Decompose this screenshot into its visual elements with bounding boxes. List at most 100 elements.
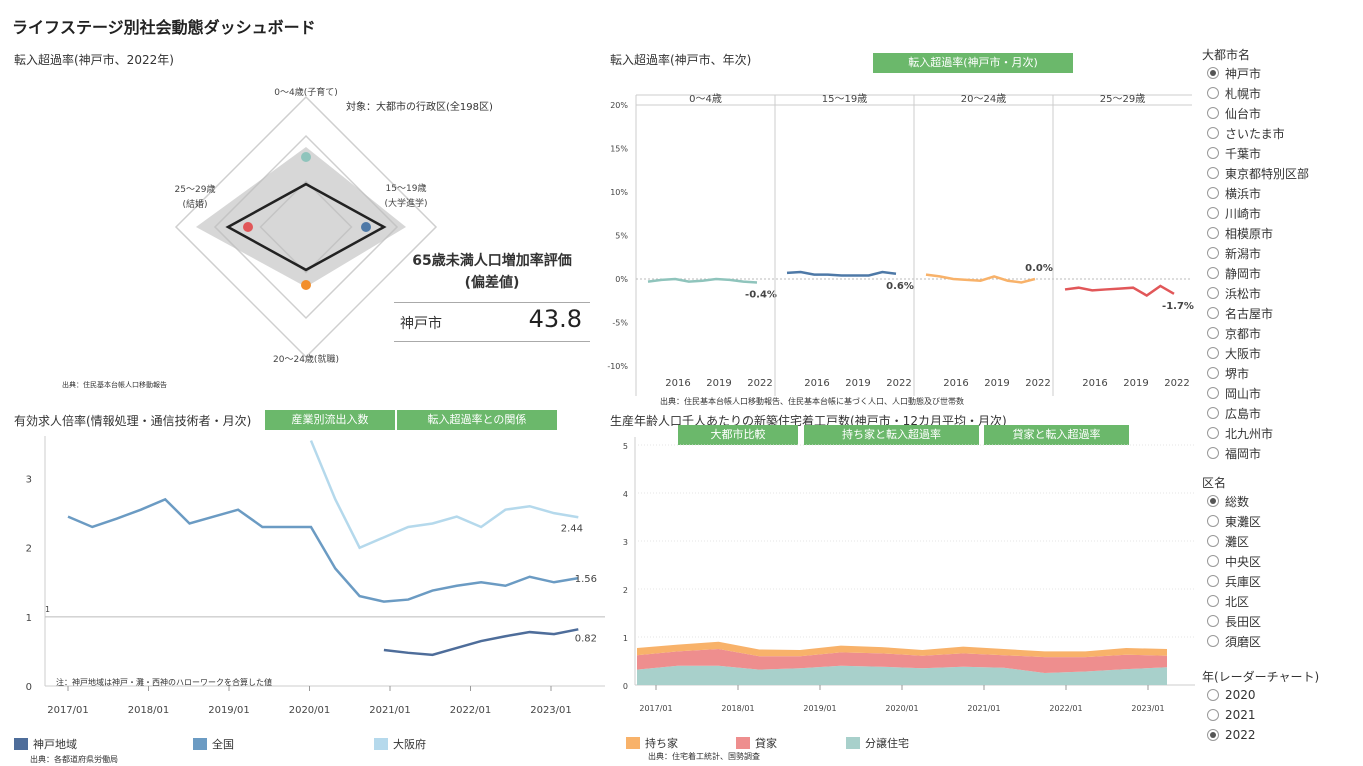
city-option[interactable]: 新潟市 xyxy=(1207,243,1261,263)
jobs-legend-item[interactable]: 全国 xyxy=(193,736,234,752)
radio-button[interactable] xyxy=(1207,689,1219,701)
radio-button[interactable] xyxy=(1207,247,1219,259)
city-option[interactable]: 相模原市 xyxy=(1207,223,1273,243)
radio-button[interactable] xyxy=(1207,187,1219,199)
radio-button[interactable] xyxy=(1207,227,1219,239)
city-option[interactable]: 名古屋市 xyxy=(1207,303,1273,323)
year-option[interactable]: 2020 xyxy=(1207,685,1256,705)
city-option[interactable]: 広島市 xyxy=(1207,403,1261,423)
radio-button[interactable] xyxy=(1207,147,1219,159)
ward-option[interactable]: 北区 xyxy=(1207,591,1249,611)
radio-button[interactable] xyxy=(1207,555,1219,567)
trend-series-line[interactable] xyxy=(1064,284,1175,298)
radio-button[interactable] xyxy=(1207,87,1219,99)
city-option[interactable]: 静岡市 xyxy=(1207,263,1261,283)
city-option-label: 千葉市 xyxy=(1225,146,1262,161)
radar-chart[interactable]: 0～4歳(子育て) 15～19歳 (大学進学) 20～24歳(就職) 25～29… xyxy=(160,80,460,380)
radio-button[interactable] xyxy=(1207,427,1219,439)
radio-button[interactable] xyxy=(1207,495,1219,507)
radio-button[interactable] xyxy=(1207,615,1219,627)
city-option[interactable]: 神戸市 xyxy=(1207,63,1261,83)
city-option[interactable]: 川崎市 xyxy=(1207,203,1261,223)
housing-area[interactable] xyxy=(637,641,1167,658)
city-option[interactable]: 北九州市 xyxy=(1207,423,1273,443)
trend-series-line[interactable] xyxy=(925,273,1036,284)
migration-relation-button[interactable]: 転入超過率との関係 xyxy=(397,410,557,430)
radio-button[interactable] xyxy=(1207,387,1219,399)
city-option[interactable]: さいたま市 xyxy=(1207,123,1285,143)
radio-button[interactable] xyxy=(1207,267,1219,279)
trend-x-tick: 2022 xyxy=(1164,378,1189,389)
year-option[interactable]: 2021 xyxy=(1207,705,1256,725)
radio-button[interactable] xyxy=(1207,67,1219,79)
city-compare-button[interactable]: 大都市比較 xyxy=(678,425,798,445)
jobs-series-line[interactable] xyxy=(309,440,579,550)
radar-point[interactable] xyxy=(301,152,311,162)
jobs-series-line[interactable] xyxy=(383,628,579,657)
radar-point[interactable] xyxy=(243,222,253,232)
city-option[interactable]: 札幌市 xyxy=(1207,83,1261,103)
radio-button[interactable] xyxy=(1207,127,1219,139)
jobs-legend-item[interactable]: 大阪府 xyxy=(374,736,426,752)
ward-option-label: 長田区 xyxy=(1225,614,1262,629)
ward-option[interactable]: 総数 xyxy=(1207,491,1249,511)
kpi-box: 65歳未満人口増加率評価 (偏差値) 神戸市 43.8 xyxy=(394,250,590,345)
radio-button[interactable] xyxy=(1207,307,1219,319)
housing-legend-item[interactable]: 持ち家 xyxy=(626,735,678,751)
industry-flow-button[interactable]: 産業別流出入数 xyxy=(265,410,395,430)
ward-option[interactable]: 灘区 xyxy=(1207,531,1249,551)
radio-button[interactable] xyxy=(1207,709,1219,721)
city-option[interactable]: 横浜市 xyxy=(1207,183,1261,203)
radio-button[interactable] xyxy=(1207,367,1219,379)
jobs-series-line[interactable] xyxy=(67,497,579,603)
trend-x-tick: 2022 xyxy=(747,378,772,389)
radio-button[interactable] xyxy=(1207,107,1219,119)
city-option[interactable]: 浜松市 xyxy=(1207,283,1261,303)
housing-area[interactable] xyxy=(637,665,1167,685)
ward-option[interactable]: 須磨区 xyxy=(1207,631,1261,651)
jobs-x-tick: 2018/01 xyxy=(128,705,170,716)
radio-button[interactable] xyxy=(1207,207,1219,219)
ward-option[interactable]: 東灘区 xyxy=(1207,511,1261,531)
city-option[interactable]: 京都市 xyxy=(1207,323,1261,343)
housing-legend-item[interactable]: 分譲住宅 xyxy=(846,735,909,751)
radio-button[interactable] xyxy=(1207,447,1219,459)
year-option[interactable]: 2022 xyxy=(1207,725,1256,745)
jobs-chart[interactable]: 3 2 1 0 1 2017/01 2018/01 2019/01 2020/01 2021/01… xyxy=(10,432,610,722)
housing-chart[interactable]: 5 4 3 2 1 0 2017/01 2018/01 2019/01 2020/01 2021/0… xyxy=(600,432,1200,722)
housing-legend-item[interactable]: 貸家 xyxy=(736,735,777,751)
jobs-note: 注：神戸地域は神戸・灘・西神のハローワークを合算した値 xyxy=(56,678,272,687)
ward-option[interactable]: 長田区 xyxy=(1207,611,1261,631)
trend-series-line[interactable] xyxy=(647,277,758,284)
city-option[interactable]: 東京都特別区部 xyxy=(1207,163,1309,183)
radio-button[interactable] xyxy=(1207,535,1219,547)
radio-button[interactable] xyxy=(1207,515,1219,527)
jobs-legend-item[interactable]: 神戸地域 xyxy=(14,736,77,752)
radio-button[interactable] xyxy=(1207,575,1219,587)
legend-label: 全国 xyxy=(212,738,234,751)
radio-button[interactable] xyxy=(1207,729,1219,741)
city-option[interactable]: 大阪市 xyxy=(1207,343,1261,363)
trend-chart[interactable]: 20% 15% 10% 5% 0% -5% -10% 0～4歳 -0.4% 2016 2019 202… xyxy=(600,76,1200,406)
radio-button[interactable] xyxy=(1207,595,1219,607)
ward-option[interactable]: 中央区 xyxy=(1207,551,1261,571)
radio-button[interactable] xyxy=(1207,407,1219,419)
city-option[interactable]: 千葉市 xyxy=(1207,143,1261,163)
trend-monthly-button[interactable]: 転入超過率(神戸市・月次) xyxy=(873,53,1073,73)
radar-point[interactable] xyxy=(301,280,311,290)
city-option[interactable]: 福岡市 xyxy=(1207,443,1261,463)
rental-migration-button[interactable]: 貸家と転入超過率 xyxy=(984,425,1129,445)
radio-button[interactable] xyxy=(1207,287,1219,299)
city-option[interactable]: 岡山市 xyxy=(1207,383,1261,403)
owned-house-migration-button[interactable]: 持ち家と転入超過率 xyxy=(804,425,979,445)
radio-button[interactable] xyxy=(1207,635,1219,647)
radio-button[interactable] xyxy=(1207,327,1219,339)
city-option[interactable]: 堺市 xyxy=(1207,363,1249,383)
radio-button[interactable] xyxy=(1207,347,1219,359)
radio-button[interactable] xyxy=(1207,167,1219,179)
housing-area[interactable] xyxy=(637,649,1167,673)
ward-option[interactable]: 兵庫区 xyxy=(1207,571,1261,591)
city-option[interactable]: 仙台市 xyxy=(1207,103,1261,123)
trend-series-line[interactable] xyxy=(786,270,897,277)
radar-point[interactable] xyxy=(361,222,371,232)
